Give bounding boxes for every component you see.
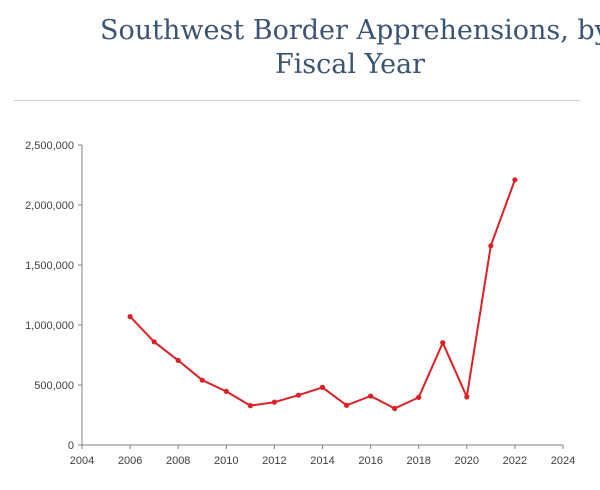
y-tick-label: 2,500,000 [25, 140, 74, 152]
y-tick-label: 1,500,000 [25, 260, 74, 272]
data-point [392, 405, 398, 412]
y-tick-label: 2,000,000 [25, 200, 74, 212]
chart-title-line-2: Fiscal Year [274, 49, 426, 80]
x-tick-label: 2024 [551, 455, 575, 467]
data-point [512, 177, 518, 183]
data-point [295, 392, 302, 398]
x-tick-label: 2012 [262, 455, 286, 467]
x-tick-label: 2006 [118, 455, 142, 467]
data-point [319, 384, 326, 390]
x-tick-label: 2018 [406, 455, 430, 467]
x-tick-label: 2004 [70, 455, 94, 467]
data-point [127, 314, 133, 320]
title-divider [14, 100, 580, 101]
data-point [464, 394, 470, 400]
data-point [440, 340, 446, 346]
data-point [271, 399, 277, 405]
chart-title: Southwest Border Apprehensions, by Fisca… [100, 14, 600, 82]
data-point [343, 402, 350, 408]
data-point [175, 357, 181, 363]
chart-title-line-1: Southwest Border Apprehensions, by [100, 15, 600, 46]
x-tick-label: 2020 [455, 455, 479, 467]
y-tick-label: 500,000 [34, 380, 74, 392]
y-tick-label: 1,000,000 [25, 320, 74, 332]
data-point [199, 377, 205, 383]
x-tick-label: 2014 [310, 455, 334, 467]
data-point [416, 394, 422, 400]
series-line [129, 179, 516, 410]
x-tick-label: 2016 [358, 455, 382, 467]
data-point [223, 388, 229, 394]
data-point [151, 339, 157, 345]
x-tick-label: 2022 [503, 455, 527, 467]
x-tick-label: 2008 [166, 455, 190, 467]
data-point [488, 243, 494, 249]
x-tick-label: 2010 [214, 455, 238, 467]
data-point [368, 393, 374, 399]
data-point [247, 403, 253, 409]
y-tick-label: 0 [68, 440, 74, 452]
